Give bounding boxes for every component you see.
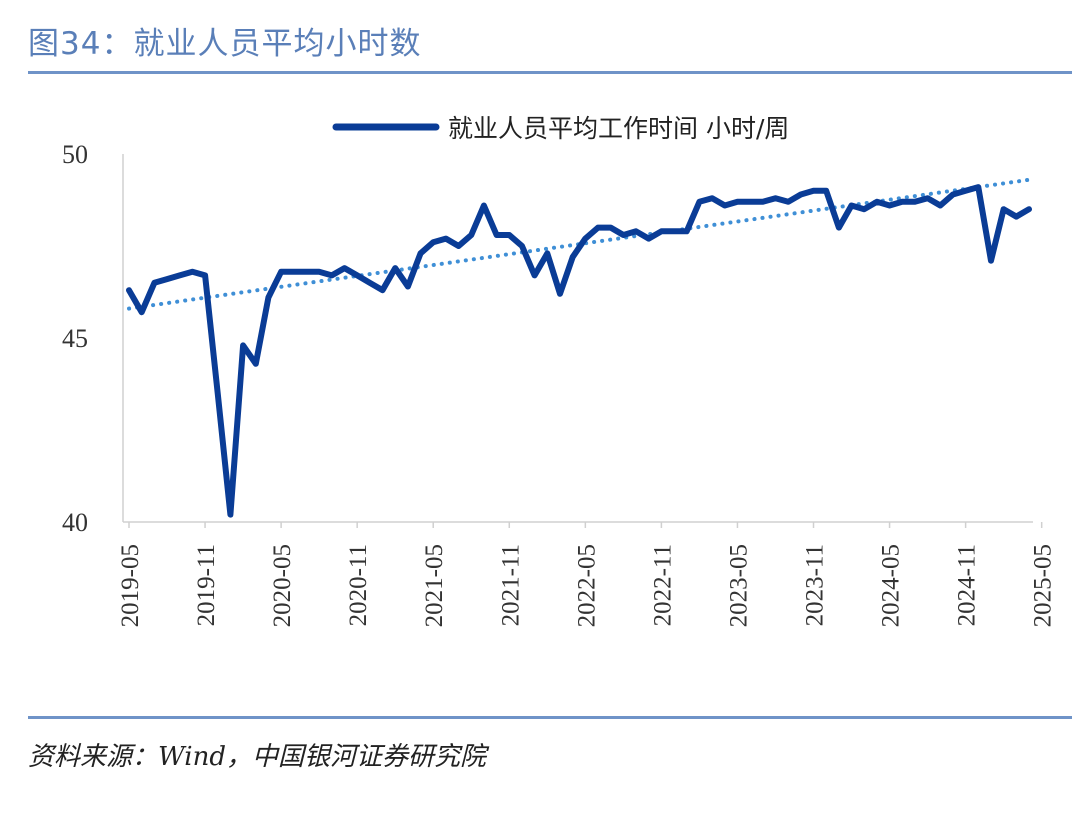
- x-tick-label: 2019-05: [117, 544, 144, 627]
- x-tick-label: 2021-11: [497, 544, 524, 626]
- legend: 就业人员平均工作时间 小时/周: [332, 114, 789, 143]
- x-tick-label: 2024-05: [878, 544, 905, 627]
- title-rule: [28, 71, 1072, 74]
- line-chart: 就业人员平均工作时间 小时/周 40 45 50 2019-05 2019-11 202…: [62, 114, 1057, 627]
- axes: [122, 154, 1033, 523]
- legend-label: 就业人员平均工作时间 小时/周: [448, 114, 789, 143]
- x-tick-label: 2025-05: [1030, 544, 1057, 627]
- x-tick-label: 2022-05: [573, 544, 600, 627]
- y-tick-labels: 40 45 50: [62, 140, 88, 537]
- source-note: 资料来源：Wind，中国银河证券研究院: [28, 742, 486, 772]
- x-tick-label: 2023-11: [802, 544, 829, 626]
- x-tick-label: 2021-05: [421, 544, 448, 627]
- x-tick-label: 2022-11: [649, 544, 676, 626]
- series-line-employment-hours: [126, 184, 1032, 518]
- x-tick-label: 2019-11: [193, 544, 220, 626]
- y-tick-label: 40: [62, 508, 88, 537]
- source-rule: [28, 716, 1072, 719]
- x-tick-label: 2023-05: [725, 544, 752, 627]
- data-points: [127, 185, 1031, 517]
- y-tick-label: 45: [62, 324, 88, 353]
- x-tick-label: 2024-11: [954, 544, 981, 626]
- x-tick-labels: 2019-05 2019-11 2020-05 2020-11 2021-05 2021-…: [117, 522, 1057, 627]
- x-tick-label: 2020-05: [269, 544, 296, 627]
- figure-title: 图34：就业人员平均小时数: [28, 26, 422, 62]
- y-tick-label: 50: [62, 140, 88, 169]
- x-tick-label: 2020-11: [345, 544, 372, 626]
